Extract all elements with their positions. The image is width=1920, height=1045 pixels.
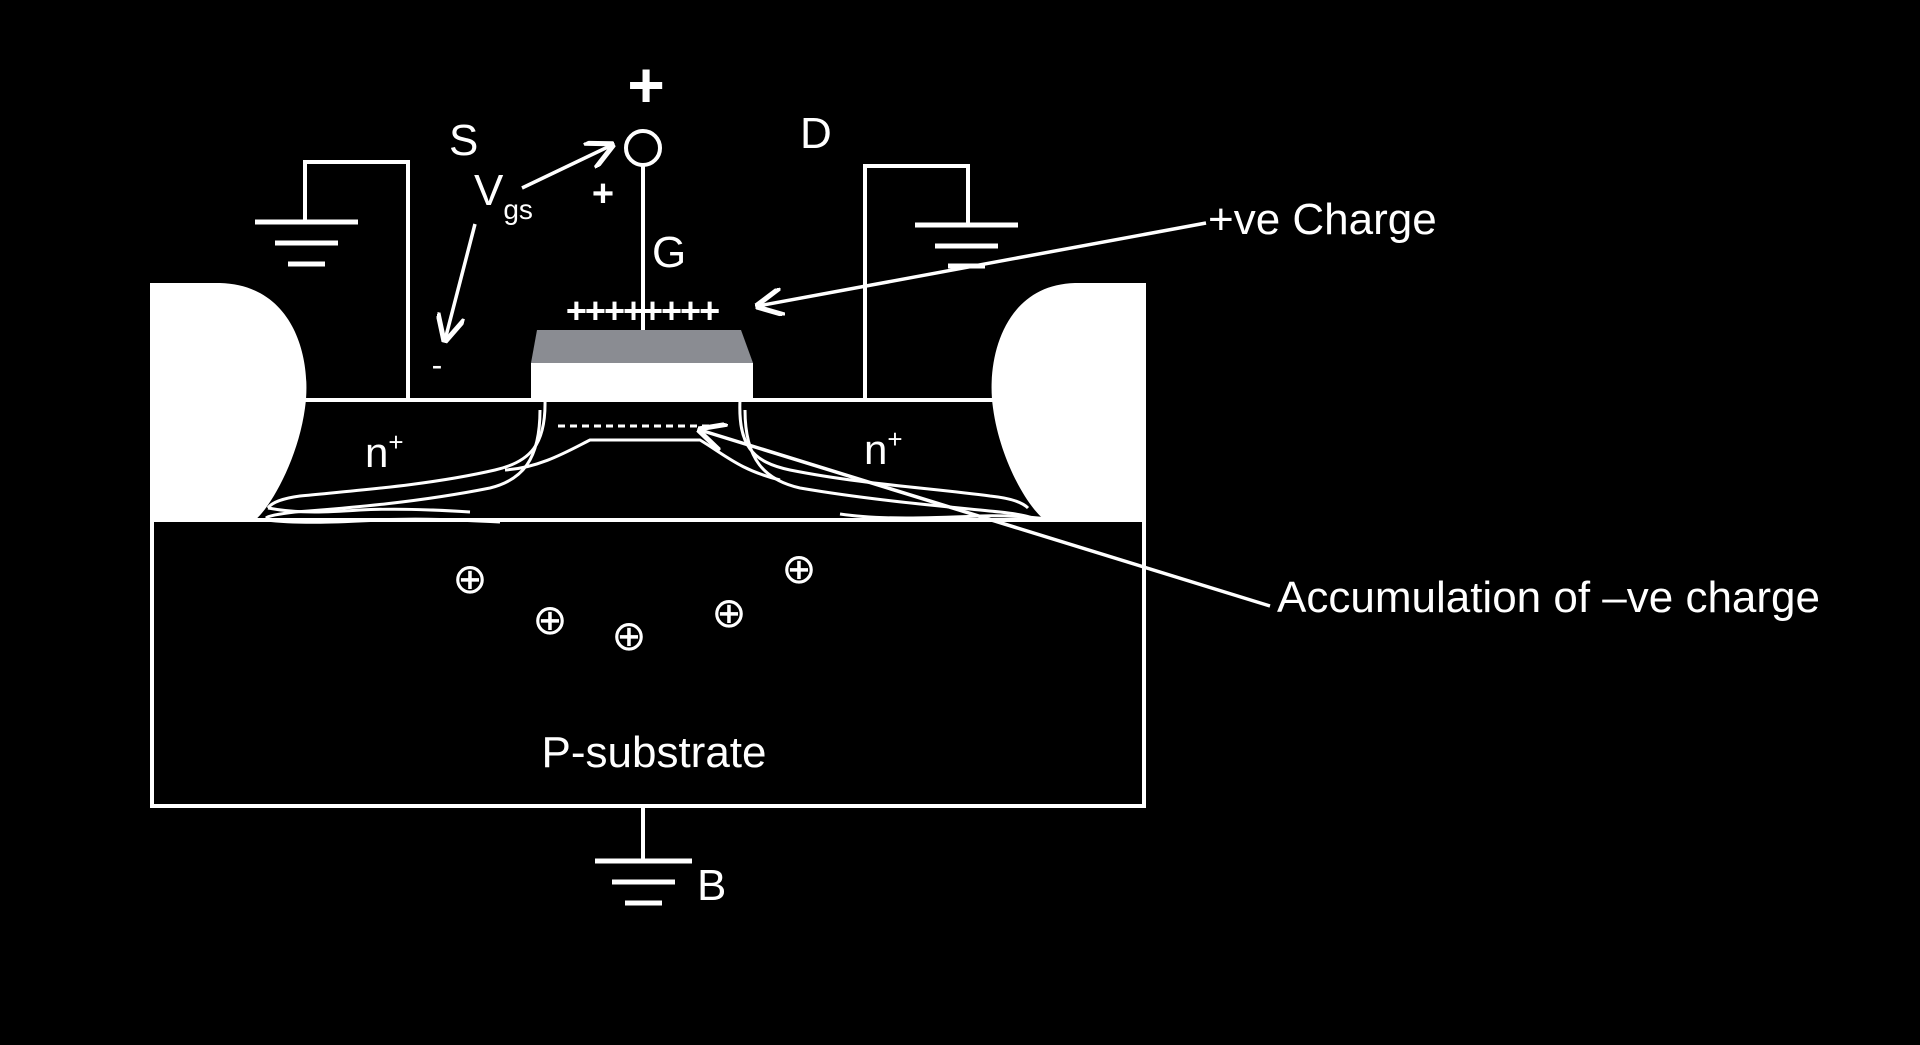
source-wire xyxy=(303,160,410,400)
vgs-subscript: gs xyxy=(503,194,533,225)
vgs-arrow-to-minus xyxy=(445,223,477,340)
source-doping-sup: + xyxy=(388,427,403,457)
substrate-hole: ⊕ xyxy=(452,555,487,602)
source-minus-sign: - xyxy=(432,347,443,383)
positive-charge-arrow xyxy=(758,221,1207,306)
depletion-bottom-wave-1 xyxy=(267,506,471,514)
vgs-arrow-to-gate xyxy=(521,145,612,190)
source-region-label: n+ xyxy=(365,427,404,476)
source-doping-text: n xyxy=(365,429,388,476)
depletion-bottom-wave-2 xyxy=(265,517,501,524)
drain-doping-sup: + xyxy=(887,424,902,454)
source-n-region-outline xyxy=(266,399,547,509)
drain-wire xyxy=(863,164,970,400)
gate-terminal-circle xyxy=(624,129,662,167)
gate-label: G xyxy=(652,228,686,277)
substrate-body xyxy=(150,518,1146,808)
negative-charge-annotation: Accumulation of –ve charge xyxy=(1277,573,1820,622)
vgs-label: Vgs xyxy=(474,166,533,225)
substrate-hole: ⊕ xyxy=(781,545,816,592)
drain-label: D xyxy=(800,109,832,158)
substrate-hole: ⊕ xyxy=(611,612,646,659)
drain-region-label: n+ xyxy=(864,424,903,473)
positive-charge-annotation: +ve Charge xyxy=(1208,195,1437,244)
right-field-oxide xyxy=(991,283,1146,520)
drain-depletion-outline xyxy=(743,409,1033,520)
gate-oxide xyxy=(531,363,753,400)
body-label: B xyxy=(697,861,726,910)
gate-positive-charges: ++++++++ xyxy=(566,290,719,331)
substrate-hole: ⊕ xyxy=(532,596,567,643)
substrate-hole: ⊕ xyxy=(711,589,746,636)
vgs-main: V xyxy=(474,166,504,215)
gate-metal xyxy=(531,330,753,363)
inversion-channel-outline xyxy=(504,438,781,482)
gate-plus-sign: + xyxy=(592,173,614,215)
gate-top-plus: + xyxy=(627,49,664,121)
substrate-label: P-substrate xyxy=(542,728,767,777)
source-label: S xyxy=(449,116,478,165)
left-field-oxide xyxy=(150,283,307,520)
negative-charge-arrow xyxy=(700,430,1271,608)
drain-doping-text: n xyxy=(864,426,887,473)
